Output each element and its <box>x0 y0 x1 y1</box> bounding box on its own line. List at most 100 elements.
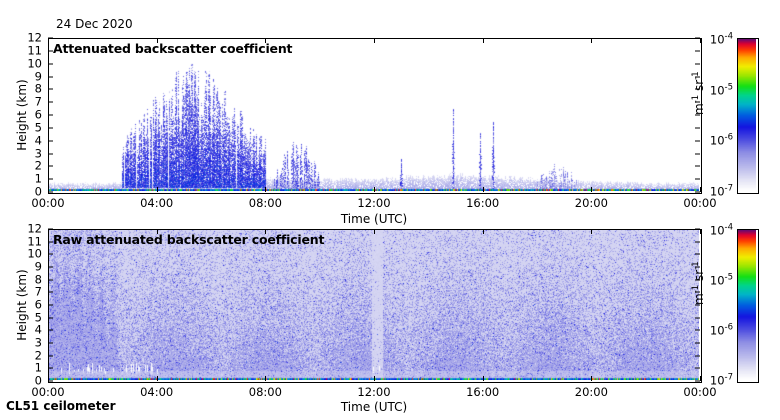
ytick-mark <box>48 253 53 255</box>
ytick-mark <box>48 76 53 77</box>
ytick-mark <box>48 88 53 90</box>
colorbar-tick-mantissa: 10 <box>709 83 725 98</box>
ytick-label: 10 <box>27 246 42 261</box>
cbar-unit-m-top: m <box>692 103 706 115</box>
ytick-mark <box>695 317 700 319</box>
xaxis-title-bottom: Time (UTC) <box>340 400 408 414</box>
xtick-label: 16:00 <box>466 196 500 210</box>
ytick-mark <box>48 114 53 116</box>
ytick-mark <box>48 342 53 344</box>
ytick-mark <box>48 140 53 142</box>
cbar-exp-m-top: -1 <box>691 94 701 104</box>
ytick-mark <box>48 165 53 167</box>
ytick-mark <box>695 304 700 306</box>
colorbar-tick-exponent: -7 <box>724 372 733 383</box>
xtick-mark <box>48 229 49 234</box>
ytick-label: 1 <box>34 360 42 375</box>
yaxis-title-top: Height (km) <box>15 79 29 151</box>
ytick-mark <box>48 304 53 306</box>
colorbar-bottom <box>737 229 759 383</box>
xtick-mark <box>700 229 701 234</box>
xtick-mark <box>265 229 267 234</box>
colorbar-tick-label: 10-7 <box>710 184 733 199</box>
ytick-mark <box>48 329 53 331</box>
colorbar-tick-mantissa: 10 <box>709 32 725 47</box>
colorbar-tick-mantissa: 10 <box>709 133 725 148</box>
xtick-mark <box>591 187 593 192</box>
ytick-label: 8 <box>34 271 42 286</box>
cbar-unit-sr-top: sr <box>692 79 706 95</box>
ytick-label: 12 <box>27 30 42 45</box>
cbar-exp-sr-bottom: -1 <box>691 261 701 270</box>
ytick-mark <box>48 50 53 52</box>
xtick-mark <box>374 229 375 234</box>
ytick-label: 4 <box>34 132 42 147</box>
ytick-mark <box>48 241 53 243</box>
xtick-label: 00:00 <box>683 196 717 210</box>
ytick-label: 5 <box>34 120 42 135</box>
ytick-label: 4 <box>34 322 42 337</box>
ytick-mark <box>695 88 700 90</box>
colorbar-tick-exponent: -4 <box>724 31 733 42</box>
colorbar-tick-mantissa: 10 <box>709 273 725 288</box>
xtick-mark <box>265 187 267 192</box>
xtick-mark <box>482 229 484 234</box>
ytick-label: 11 <box>27 43 42 58</box>
ytick-label: 7 <box>34 94 42 109</box>
ytick-mark <box>48 63 53 65</box>
xtick-mark <box>700 38 701 43</box>
ytick-label: 0 <box>34 184 42 199</box>
ytick-mark <box>695 291 700 293</box>
ytick-label: 11 <box>27 233 42 248</box>
xtick-label: 12:00 <box>357 196 391 210</box>
ytick-label: 3 <box>34 145 42 160</box>
cbar-unit-m-bottom: m <box>692 293 706 305</box>
xtick-mark <box>265 376 267 381</box>
ytick-mark <box>48 127 53 129</box>
ytick-mark <box>695 279 700 281</box>
cbar-exp-m-bottom: -1 <box>691 284 701 294</box>
colorbar-tick-label: 10-7 <box>710 373 733 388</box>
ytick-mark <box>695 101 700 103</box>
xtick-label: 04:00 <box>140 196 174 210</box>
xtick-mark <box>482 376 484 381</box>
xtick-mark <box>591 229 593 234</box>
ytick-mark <box>48 266 53 268</box>
xtick-mark <box>374 38 375 43</box>
xaxis-title-top: Time (UTC) <box>340 212 408 226</box>
colorbar-tick-label: 10-4 <box>710 32 733 47</box>
xtick-mark <box>156 187 158 192</box>
ytick-mark <box>695 355 700 357</box>
ytick-mark <box>48 380 53 382</box>
ytick-mark <box>48 191 53 193</box>
colorbar-tick-label: 10-6 <box>710 323 733 338</box>
ytick-label: 9 <box>34 259 42 274</box>
ytick-mark <box>48 153 53 154</box>
ytick-label: 12 <box>27 221 42 236</box>
ytick-label: 7 <box>34 284 42 299</box>
colorbar-tick-mantissa: 10 <box>709 223 725 238</box>
cbar-exp-sr-top: -1 <box>691 71 701 80</box>
colorbar-tick-label: 10-4 <box>710 223 733 238</box>
xtick-mark <box>700 376 701 381</box>
xtick-label: 16:00 <box>466 385 500 399</box>
ytick-mark <box>695 241 700 243</box>
colorbar-tick-label: 10-5 <box>710 82 733 97</box>
colorbar-tick-exponent: -4 <box>724 222 733 233</box>
xtick-mark <box>482 38 484 43</box>
colorbar-tick-exponent: -5 <box>724 82 733 93</box>
colorbar-tick-exponent: -5 <box>724 272 733 283</box>
ytick-mark <box>695 380 700 382</box>
ytick-mark <box>695 165 700 167</box>
ytick-label: 6 <box>34 297 42 312</box>
ytick-label: 8 <box>34 81 42 96</box>
ytick-mark <box>48 291 53 293</box>
colorbar-title-bottom: m-1 sr-1 <box>691 261 706 305</box>
ytick-mark <box>695 191 700 193</box>
ytick-mark <box>48 178 53 180</box>
xtick-mark <box>48 376 49 381</box>
ytick-label: 5 <box>34 309 42 324</box>
xtick-label: 08:00 <box>248 385 282 399</box>
ytick-mark <box>695 266 700 268</box>
